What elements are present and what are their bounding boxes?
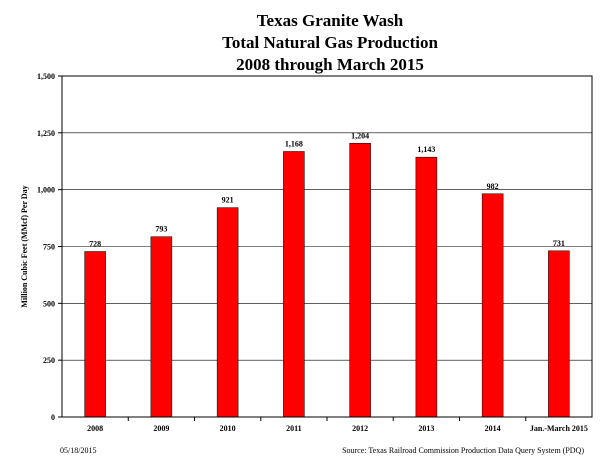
chart-title: Texas Granite Wash Total Natural Gas Pro… xyxy=(222,11,438,74)
data-label: 1,168 xyxy=(285,139,303,148)
y-axis-title: Million Cubic Feet (MMcf) Per Day xyxy=(20,185,29,307)
bar-2014 xyxy=(481,193,504,418)
title-line-3: 2008 through March 2015 xyxy=(236,55,424,74)
data-labels: 728 793 921 1,168 1,204 1,143 982 731 xyxy=(89,131,565,248)
gridlines xyxy=(62,132,592,361)
bar-2011 xyxy=(283,151,305,418)
footer-date: 05/18/2015 xyxy=(60,446,96,455)
bar-jan-march-2015 xyxy=(548,250,570,418)
x-tick-label: 2010 xyxy=(220,424,236,433)
x-tick-label: 2014 xyxy=(485,424,501,433)
data-label: 728 xyxy=(89,240,101,249)
data-label: 982 xyxy=(487,182,499,191)
bar-2010 xyxy=(216,207,239,418)
x-axis-ticks: 2008 2009 2010 2011 2012 2013 2014 Jan.-March 2… xyxy=(87,417,588,433)
title-line-1: Texas Granite Wash xyxy=(257,11,404,30)
y-tick-label: 1,500 xyxy=(37,72,55,81)
title-line-2: Total Natural Gas Production xyxy=(222,33,438,52)
x-tick-label: 2012 xyxy=(352,424,368,433)
bar-2008 xyxy=(84,251,106,418)
x-tick-label: 2011 xyxy=(286,424,302,433)
y-tick-label: 1,000 xyxy=(37,186,55,195)
x-tick-label: 2008 xyxy=(87,424,103,433)
footer-source: Source: Texas Railroad Commission Produc… xyxy=(342,446,584,455)
y-tick-label: 250 xyxy=(43,356,55,365)
data-label: 1,204 xyxy=(351,131,369,140)
x-tick-label: 2009 xyxy=(153,424,169,433)
data-label: 921 xyxy=(222,196,234,205)
x-tick-label: 2013 xyxy=(418,424,434,433)
data-label: 793 xyxy=(155,225,167,234)
y-axis-ticks: 0 250 500 750 1,000 1,250 1,500 xyxy=(37,72,62,422)
y-tick-label: 500 xyxy=(43,299,55,308)
bar-2013 xyxy=(415,156,438,418)
plot-frame xyxy=(61,75,593,418)
y-tick-label: 1,250 xyxy=(37,129,55,138)
y-tick-label: 750 xyxy=(43,243,55,252)
bar-2012 xyxy=(349,143,371,418)
y-tick-label: 0 xyxy=(51,413,55,422)
data-label: 1,143 xyxy=(417,145,435,154)
x-tick-label: Jan.-March 2015 xyxy=(530,424,588,433)
data-label: 731 xyxy=(553,239,565,248)
bar-2009 xyxy=(150,236,173,418)
